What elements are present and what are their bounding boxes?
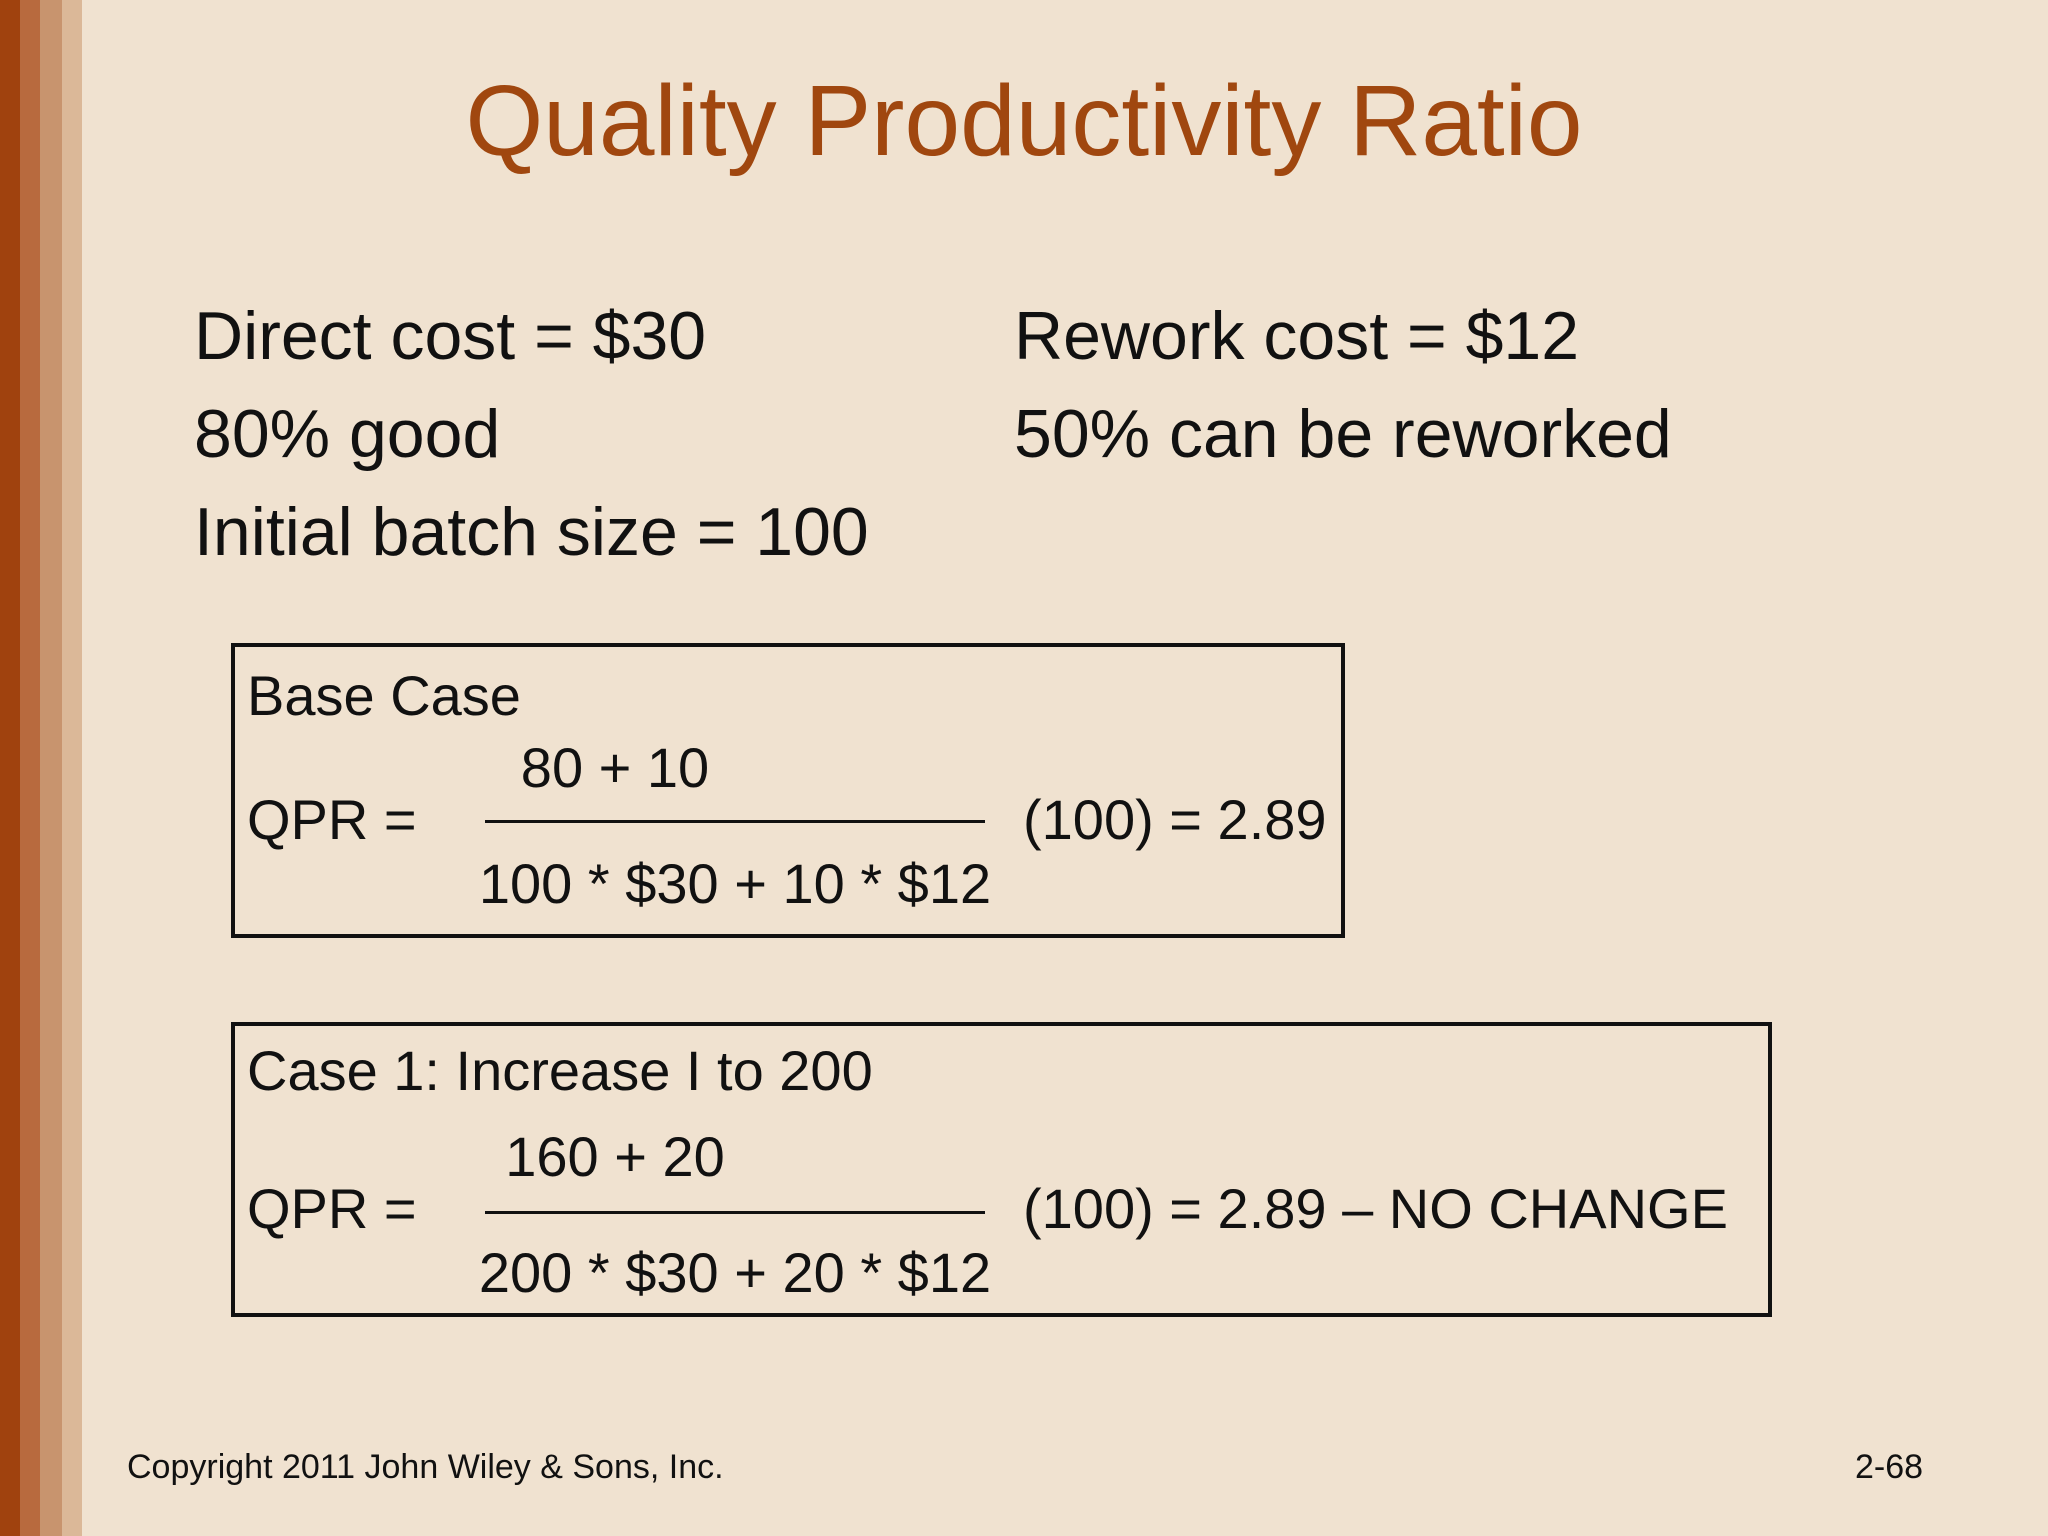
given-direct-cost: Direct cost = $30: [194, 298, 707, 374]
case1-label: Case 1: Increase I to 200: [247, 1039, 873, 1102]
case1-denominator: 200 * $30 + 20 * $12: [478, 1241, 992, 1304]
base-case-label: Base Case: [247, 664, 521, 727]
decorative-side-stripes: [0, 0, 82, 1536]
stripe-dark: [0, 0, 20, 1536]
base-case-denominator: 100 * $30 + 10 * $12: [478, 852, 992, 915]
given-rework-percent: 50% can be reworked: [1014, 396, 1672, 472]
slide-title: Quality Productivity Ratio: [465, 65, 1583, 177]
case1-box: Case 1: Increase I to 200 QPR = 160 + 20…: [231, 1022, 1772, 1317]
base-case-fraction-line: [485, 820, 985, 823]
case1-numerator: 160 + 20: [505, 1125, 725, 1188]
stripe-light: [40, 0, 62, 1536]
case1-fraction-line: [485, 1211, 985, 1214]
base-case-numerator: 80 + 10: [520, 736, 710, 799]
stripe-medium: [20, 0, 40, 1536]
base-case-box: Base Case QPR = 80 + 10 100 * $30 + 10 *…: [231, 643, 1345, 938]
given-rework-cost: Rework cost = $12: [1014, 298, 1580, 374]
case1-qpr-label: QPR =: [247, 1177, 417, 1240]
given-good-percent: 80% good: [194, 396, 501, 472]
copyright-text: Copyright 2011 John Wiley & Sons, Inc.: [127, 1448, 724, 1486]
stripe-lightest: [62, 0, 82, 1536]
base-case-qpr-label: QPR =: [247, 788, 417, 851]
given-batch-size: Initial batch size = 100: [194, 494, 869, 570]
base-case-result: (100) = 2.89: [1023, 788, 1327, 851]
page-number: 2-68: [1855, 1448, 1924, 1486]
case1-result: (100) = 2.89 – NO CHANGE: [1023, 1177, 1728, 1240]
